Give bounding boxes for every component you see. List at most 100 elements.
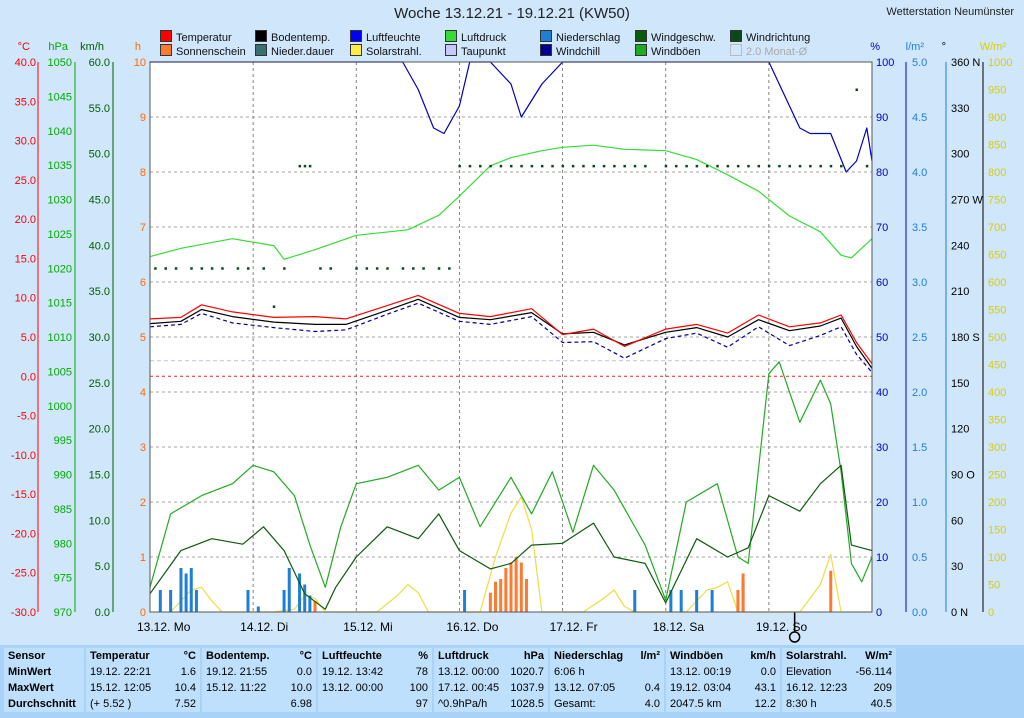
dot-windrichtung bbox=[375, 267, 379, 270]
stats-cell-left: 15.12. 11:22 bbox=[206, 682, 267, 694]
axis-direction-tick: 180 S bbox=[951, 332, 980, 344]
chart-title: Woche 13.12.21 - 19.12.21 (KW50) bbox=[394, 5, 630, 22]
axis-rain-tick: 0.5 bbox=[912, 552, 927, 564]
stats-cell: 16.12. 12:23 209 bbox=[782, 680, 896, 696]
stats-cell-right: 100 bbox=[409, 682, 428, 694]
bar-sonnenschein bbox=[524, 579, 528, 612]
weather-chart: °C40.035.030.025.020.015.010.05.00.0-5.0… bbox=[11, 41, 1012, 643]
dot-windrichtung bbox=[448, 267, 451, 270]
axis-rain-tick: 3.5 bbox=[912, 222, 927, 234]
bar-niederschlag bbox=[194, 590, 198, 612]
dot-windrichtung bbox=[726, 164, 730, 168]
legend-swatch bbox=[255, 44, 267, 56]
axis-temp-tick: 35.0 bbox=[15, 96, 36, 108]
bar-niederschlag bbox=[189, 568, 193, 612]
stats-cell: 97 bbox=[318, 696, 432, 712]
axis-temp-tick: 5.0 bbox=[21, 332, 36, 344]
stats-row-label: MinWert bbox=[4, 664, 84, 680]
axis-direction-tick: 210 bbox=[951, 286, 969, 298]
dot-windrichtung bbox=[778, 164, 781, 168]
legend-item-9: Solarstrahl. bbox=[350, 44, 422, 58]
stats-cell-left: Temperatur bbox=[90, 650, 150, 662]
axis-humidity-tick: 80 bbox=[876, 167, 888, 179]
bar-niederschlag bbox=[679, 590, 683, 612]
stats-cell-right: km/h bbox=[750, 650, 776, 662]
axis-solar-tick: 1000 bbox=[988, 57, 1012, 69]
stats-cell-left: ^0.9hPa/h bbox=[438, 698, 488, 710]
line-temperatur bbox=[149, 294, 873, 365]
axis-humidity-tick: 90 bbox=[876, 112, 888, 124]
legend-label: Sonnenschein bbox=[176, 46, 246, 58]
dot-windrichtung bbox=[489, 164, 492, 168]
axis-pressure-tick: 980 bbox=[54, 538, 72, 550]
axis-pressure-tick: 990 bbox=[54, 470, 72, 482]
axis-temp-tick: -15.0 bbox=[11, 489, 36, 501]
axis-wind-tick: 15.0 bbox=[89, 470, 110, 482]
stats-cell-left: 19.12. 21:55 bbox=[206, 666, 268, 678]
axis-wind-tick: 5.0 bbox=[95, 561, 110, 573]
axis-direction-tick: 120 bbox=[951, 424, 969, 436]
axis-humidity-tick: 0 bbox=[876, 607, 882, 619]
axis-rain-tick: 4.5 bbox=[912, 112, 927, 124]
legend-swatch bbox=[160, 30, 172, 42]
dot-windrichtung bbox=[510, 164, 513, 168]
axis-direction-tick: 360 N bbox=[951, 57, 980, 69]
bar-sonnenschein bbox=[488, 592, 492, 612]
axis-pressure-tick: 1050 bbox=[48, 57, 72, 69]
stats-cell-left: Luftfeuchte bbox=[322, 650, 382, 662]
stats-cell: Solarstrahl. W/m² bbox=[782, 648, 896, 664]
dot-windrichtung bbox=[819, 164, 822, 168]
axis-temp-tick: 0.0 bbox=[21, 371, 36, 383]
axis-wind-tick: 35.0 bbox=[89, 286, 110, 298]
legend-swatch bbox=[255, 30, 267, 42]
stats-cell-left: 19.12. 22:21 bbox=[90, 666, 152, 678]
axis-rain-tick: 0.0 bbox=[912, 607, 927, 619]
stats-row-label: Durchschnitt bbox=[4, 696, 84, 712]
axis-direction-tick: 30 bbox=[951, 561, 963, 573]
legend-swatch bbox=[445, 44, 457, 56]
dot-windrichtung bbox=[685, 164, 688, 168]
dot-windrichtung bbox=[865, 164, 869, 168]
stats-cell: Windböen km/h bbox=[666, 648, 780, 664]
bar-sonnenschein bbox=[514, 557, 518, 612]
bar-sonnenschein bbox=[736, 590, 740, 612]
axis-pressure-tick: 985 bbox=[54, 504, 72, 516]
axis-hours-tick: 0 bbox=[140, 607, 146, 619]
axis-hours-unit: h bbox=[135, 41, 141, 53]
axis-pressure-tick: 1015 bbox=[48, 298, 72, 310]
axis-temp-tick: -10.0 bbox=[11, 450, 36, 462]
axis-rain-tick: 3.0 bbox=[912, 277, 927, 289]
stats-cell: 19.12. 13:42 78 bbox=[318, 664, 432, 680]
axis-humidity-tick: 100 bbox=[876, 57, 894, 69]
legend-label: Windgeschw. bbox=[651, 32, 716, 44]
axis-rain-tick: 2.5 bbox=[912, 332, 927, 344]
axis-rain-tick: 5.0 bbox=[912, 57, 927, 69]
x-tick-label: 19.12. So bbox=[756, 620, 808, 634]
stats-cell: Bodentemp. °C bbox=[202, 648, 316, 664]
x-tick-label: 17.12. Fr bbox=[550, 620, 598, 634]
axis-wind-tick: 45.0 bbox=[89, 195, 110, 207]
stats-cell-left: Niederschlag bbox=[554, 650, 624, 662]
legend-swatch bbox=[160, 44, 172, 56]
axis-temp-tick: 30.0 bbox=[15, 136, 36, 148]
dot-windrichtung bbox=[283, 267, 286, 270]
dot-windrichtung bbox=[788, 164, 791, 168]
axis-solar-tick: 250 bbox=[988, 470, 1006, 482]
dot-windrichtung bbox=[262, 267, 265, 270]
dot-windrichtung bbox=[716, 164, 719, 168]
axis-direction-tick: 270 W bbox=[951, 195, 983, 207]
axis-direction-tick: 300 bbox=[951, 149, 969, 161]
bar-niederschlag bbox=[695, 590, 699, 612]
bar-sonnenschein bbox=[741, 573, 745, 612]
legend-label: Windböen bbox=[651, 46, 701, 58]
dot-windrichtung bbox=[365, 267, 369, 270]
stats-cell-right: 209 bbox=[873, 682, 892, 694]
stats-cell-right: l/m² bbox=[640, 650, 660, 662]
stats-cell-right: 1037.9 bbox=[510, 682, 544, 694]
axis-direction-tick: 150 bbox=[951, 378, 969, 390]
axis-pressure-tick: 975 bbox=[54, 573, 72, 585]
bar-niederschlag bbox=[308, 595, 312, 612]
stats-cell-left: (+ 5.52 ) bbox=[90, 698, 132, 710]
axis-direction-tick: 0 N bbox=[951, 607, 968, 619]
stats-cell-right: W/m² bbox=[865, 650, 892, 662]
